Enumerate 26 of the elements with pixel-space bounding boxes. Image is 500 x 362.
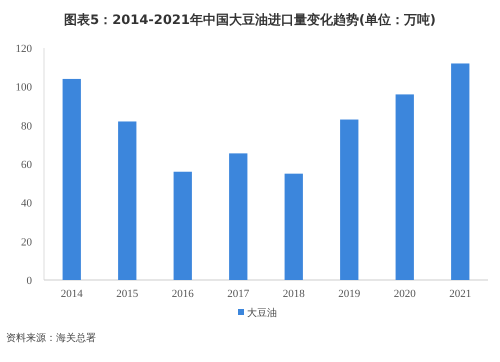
bar [340,120,358,280]
x-tick-label: 2017 [227,288,250,300]
y-tick-label: 120 [16,43,32,55]
x-tick-label: 2019 [338,288,361,300]
bar [118,121,136,280]
bar [62,78,81,280]
x-tick-label: 2015 [116,288,139,300]
bar [284,174,303,280]
x-tick-label: 2018 [282,288,306,300]
x-tick-label: 2021 [449,288,472,300]
legend-label: 大豆油 [247,307,277,319]
y-tick-label: 60 [21,159,32,171]
y-tick-label: 100 [16,82,32,94]
bar [174,172,192,280]
y-tick-label: 0 [26,275,32,287]
x-tick-label: 2020 [394,288,416,300]
chart-title: 图表5：2014-2021年中国大豆油进口量变化趋势(单位：万吨) [64,12,436,28]
text: 资料来源：海关总署 [6,332,96,344]
bar [451,63,470,280]
y-tick-label: 40 [21,198,32,210]
bar [229,153,248,280]
y-tick-label: 20 [21,236,32,248]
bar [396,94,414,280]
x-tick-label: 2016 [172,288,194,300]
y-tick-label: 80 [21,120,32,132]
x-tick-label: 2014 [60,288,84,300]
